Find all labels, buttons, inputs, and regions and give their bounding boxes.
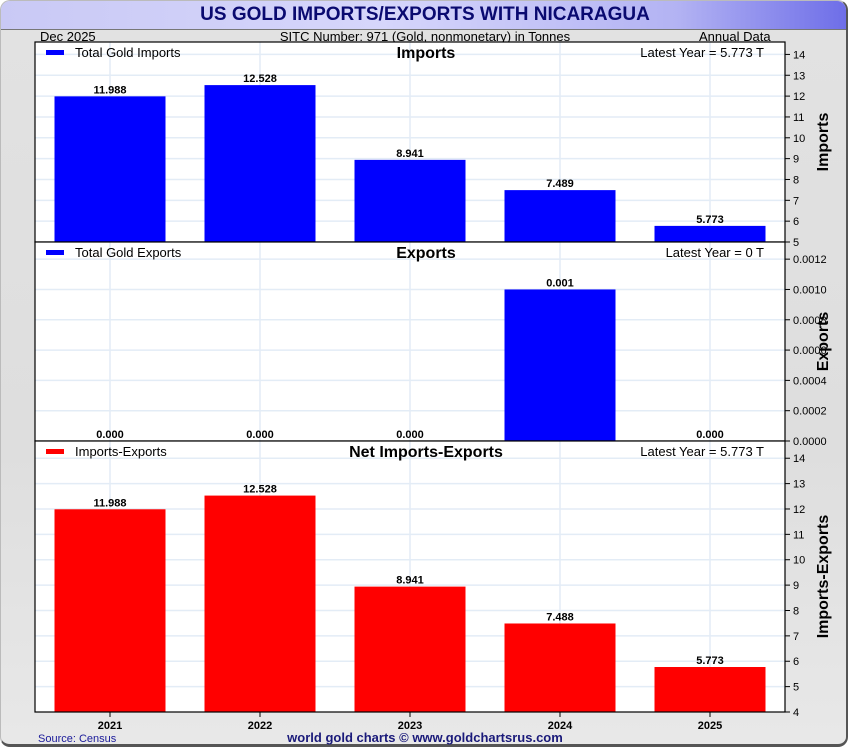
net-tick-label: 9	[793, 580, 799, 592]
net-bar-2025	[654, 667, 766, 712]
sitc-label: SITC Number: 971 (Gold, nonmonetary) in …	[279, 29, 571, 44]
net-value-label: 7.488	[546, 611, 574, 623]
exports-legend-swatch	[46, 250, 64, 255]
imports-tick-label: 11	[793, 112, 804, 124]
imports-tick-label: 5	[793, 237, 799, 249]
net-value-label: 12.528	[243, 484, 277, 496]
net-legend-label: Imports-Exports	[75, 444, 167, 459]
net-tick-label: 14	[793, 453, 805, 465]
net-latest-year: Latest Year = 5.773 T	[640, 444, 764, 459]
imports-latest-year: Latest Year = 5.773 T	[640, 45, 764, 60]
net-tick-label: 13	[793, 479, 805, 491]
net-tick-label: 4	[793, 707, 799, 719]
net-tick-label: 5	[793, 682, 799, 694]
imports-tick-label: 7	[793, 195, 799, 207]
exports-value-label: 0.000	[396, 429, 424, 441]
net-tick-label: 10	[793, 555, 805, 567]
net-bar-2022	[204, 495, 316, 712]
net-panel-title: Net Imports-Exports	[349, 444, 503, 461]
exports-value-label: 0.001	[546, 277, 574, 289]
imports-tick-label: 10	[793, 133, 805, 145]
title-bar	[1, 1, 846, 30]
exports-tick-label: 0.0006	[793, 345, 827, 357]
net-tick-label: 12	[793, 504, 805, 516]
net-tick-label: 7	[793, 631, 799, 643]
net-value-label: 11.988	[93, 497, 126, 509]
exports-value-label: 0.000	[96, 429, 124, 441]
imports-bar-2022	[204, 85, 316, 242]
net-tick-label: 8	[793, 605, 799, 617]
imports-legend-swatch	[46, 50, 64, 55]
x-axis-label-2024: 2024	[548, 720, 573, 732]
net-legend-swatch	[46, 449, 64, 454]
exports-panel-title: Exports	[396, 245, 456, 262]
exports-tick-label: 0.0008	[793, 315, 827, 327]
imports-legend-label: Total Gold Imports	[75, 45, 181, 60]
imports-value-label: 12.528	[243, 73, 277, 85]
net-tick-label: 6	[793, 656, 799, 668]
imports-value-label: 11.988	[93, 84, 126, 96]
imports-bar-2024	[504, 190, 616, 242]
exports-tick-label: 0.0002	[793, 406, 827, 418]
imports-bar-2025	[654, 225, 766, 242]
exports-tick-label: 0.0010	[793, 284, 827, 296]
x-axis-label-2025: 2025	[698, 720, 722, 732]
net-value-label: 8.941	[396, 575, 424, 587]
net-value-label: 5.773	[696, 655, 724, 667]
exports-value-label: 0.000	[696, 429, 724, 441]
net-y-axis-label: Imports-Exports	[815, 515, 832, 639]
exports-y-axis-label: Exports	[815, 312, 832, 372]
x-axis-label-2023: 2023	[398, 720, 422, 732]
exports-tick-label: 0.0012	[793, 254, 827, 266]
net-bar-2021	[54, 509, 166, 712]
x-axis-label-2021: 2021	[98, 720, 122, 732]
source-label: Source: Census	[38, 733, 117, 745]
imports-tick-label: 14	[793, 49, 805, 61]
imports-value-label: 8.941	[396, 148, 424, 160]
x-axis-label-2022: 2022	[248, 720, 272, 732]
imports-tick-label: 13	[793, 70, 805, 82]
net-tick-label: 11	[793, 529, 804, 541]
imports-tick-label: 6	[793, 216, 799, 228]
exports-legend-label: Total Gold Exports	[75, 245, 182, 260]
exports-tick-label: 0.0000	[793, 436, 827, 448]
exports-value-label: 0.000	[246, 429, 274, 441]
net-bar-2024	[504, 623, 616, 712]
exports-bar-2024	[504, 289, 616, 441]
date-label: Dec 2025	[40, 29, 96, 44]
imports-tick-label: 12	[793, 91, 805, 103]
imports-value-label: 7.489	[546, 178, 574, 190]
imports-tick-label: 8	[793, 174, 799, 186]
imports-y-axis-label: Imports	[815, 113, 832, 172]
net-bar-2023	[354, 586, 466, 712]
exports-latest-year: Latest Year = 0 T	[666, 245, 764, 260]
imports-bar-2023	[354, 159, 466, 242]
exports-tick-label: 0.0004	[793, 375, 827, 387]
imports-value-label: 5.773	[696, 214, 724, 226]
brand-label: world gold charts © www.goldchartsrus.co…	[287, 730, 563, 745]
frequency-label: Annual Data	[699, 29, 771, 44]
imports-bar-2021	[54, 96, 166, 242]
chart-title: US GOLD IMPORTS/EXPORTS WITH NICARAGUA	[200, 4, 650, 25]
imports-panel-title: Imports	[397, 45, 456, 62]
imports-tick-label: 9	[793, 154, 799, 166]
